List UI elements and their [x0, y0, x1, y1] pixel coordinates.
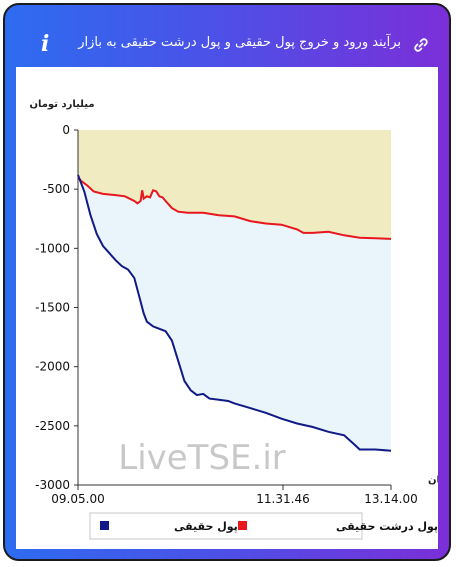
x-axis-title: زمان	[428, 475, 438, 486]
x-tick-label: 13.14.00	[364, 492, 417, 506]
x-tick-label: 09.05.00	[51, 492, 104, 506]
widget-header: i برآیند ورود و خروج پول حقیقی و پول درش…	[5, 5, 449, 65]
y-tick-label: -500	[43, 182, 70, 196]
y-tick-label: -2500	[35, 419, 70, 433]
y-tick-label: -2000	[35, 360, 70, 374]
series-line-real-money	[77, 174, 392, 452]
legend-box	[89, 512, 363, 540]
legend-label-real-money: پول حقیقی	[174, 520, 238, 533]
series-line-big-money	[77, 176, 392, 240]
area-fill-big-money	[78, 130, 391, 239]
legend-swatch-big-money	[238, 521, 247, 530]
link-icon[interactable]	[413, 37, 429, 53]
chart-card: 0 -500 -1000 -1500 -2000 -2500 -3000 09.05.00 11…	[16, 67, 449, 549]
widget-frame: i برآیند ورود و خروج پول حقیقی و پول درش…	[3, 3, 451, 561]
y-tick-label: -1500	[35, 301, 70, 315]
info-icon[interactable]: i	[41, 31, 50, 57]
y-tick-label: 0	[62, 123, 70, 137]
y-tick-label: -1000	[35, 241, 70, 255]
x-tick-label: 11.31.46	[256, 492, 309, 506]
area-fill-real-money	[78, 175, 391, 451]
watermark-text: LiveTSE.ir	[118, 438, 286, 478]
widget-title: برآیند ورود و خروج پول حقیقی و پول درشت …	[78, 35, 401, 50]
y-axis-title: میلیارد تومان	[29, 99, 94, 110]
legend-swatch-real-money	[100, 521, 109, 530]
y-tick-label: -3000	[35, 478, 70, 492]
legend-label-big-money: پول درشت حقیقی	[336, 520, 438, 533]
